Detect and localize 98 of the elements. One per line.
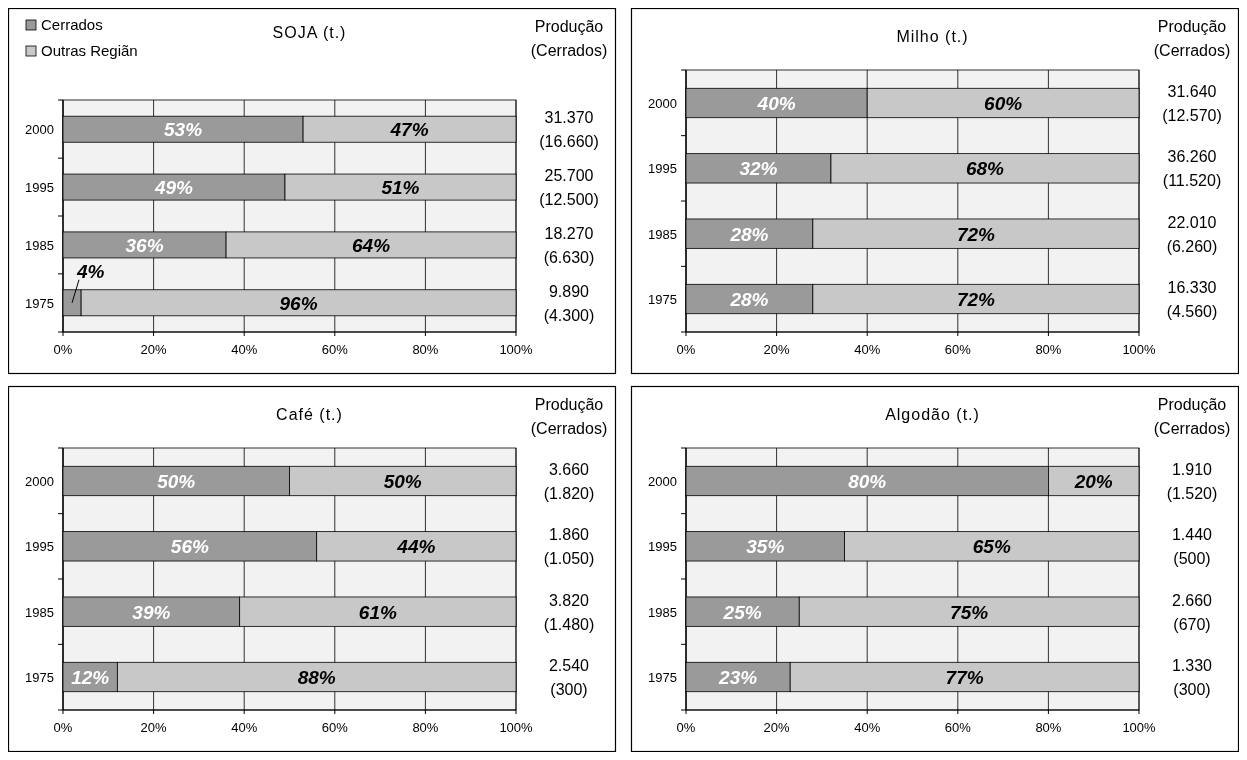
data-label: 56% bbox=[170, 536, 209, 558]
text: 22.010 (6.260) bbox=[1166, 213, 1218, 255]
y-tick-label: 1995 bbox=[25, 539, 54, 555]
x-tick-label: 60% bbox=[944, 342, 972, 357]
text: 16.330 (4.560) bbox=[1166, 279, 1218, 320]
text: 1.910 (1.520) bbox=[1166, 460, 1218, 502]
data-label: 51% bbox=[381, 177, 420, 199]
data-label: 44% bbox=[396, 536, 436, 558]
x-tick-label: 0% bbox=[676, 342, 696, 357]
data-label: 72% bbox=[956, 289, 996, 310]
data-label: 64% bbox=[352, 234, 391, 256]
data-label: 68% bbox=[965, 158, 1005, 180]
x-tick-label: 20% bbox=[140, 720, 168, 735]
data-label: 4% bbox=[76, 260, 105, 282]
data-label: 40% bbox=[756, 93, 796, 114]
chart-title: Café (t.) bbox=[276, 406, 343, 423]
x-tick-label: 60% bbox=[321, 720, 349, 735]
data-label: 50% bbox=[157, 470, 196, 492]
y-tick-label: 1975 bbox=[648, 670, 677, 686]
data-label: 96% bbox=[279, 292, 318, 314]
text: 25.700 (12.500) bbox=[539, 167, 599, 209]
data-label: 88% bbox=[297, 667, 336, 689]
data-label: 61% bbox=[358, 601, 397, 623]
chart-title: SOJA (t.) bbox=[272, 24, 347, 41]
y-tick-label: 1985 bbox=[25, 237, 54, 253]
chart-title: Milho (t.) bbox=[896, 28, 969, 45]
text: Produção (Cerrados) bbox=[530, 396, 608, 437]
text: 3.660 (1.820) bbox=[543, 460, 595, 502]
y-tick-label: 1995 bbox=[25, 180, 54, 196]
y-tick-label: 1975 bbox=[25, 670, 54, 686]
data-label: 39% bbox=[132, 601, 171, 623]
text: 1.440 (500) bbox=[1171, 526, 1213, 568]
x-tick-label: 20% bbox=[763, 720, 791, 735]
text: 2.660 (670) bbox=[1171, 591, 1213, 633]
y-tick-label: 1985 bbox=[648, 226, 677, 242]
x-tick-label: 80% bbox=[1035, 720, 1062, 735]
y-tick-label: 1995 bbox=[648, 161, 677, 177]
x-tick-label: 80% bbox=[412, 720, 439, 735]
y-tick-label: 2000 bbox=[648, 96, 677, 111]
x-tick-label: 80% bbox=[1035, 342, 1062, 357]
y-tick-label: 1975 bbox=[25, 295, 54, 311]
text: 18.270 (6.630) bbox=[543, 224, 595, 266]
text: Produção (Cerrados) bbox=[1153, 396, 1231, 437]
x-tick-label: 0% bbox=[53, 720, 73, 735]
data-label: 28% bbox=[729, 289, 769, 310]
x-tick-label: 60% bbox=[321, 342, 349, 357]
y-tick-label: 1985 bbox=[25, 604, 54, 620]
text: 36.260 (11.520) bbox=[1162, 148, 1222, 190]
data-label: 50% bbox=[383, 470, 422, 492]
text: 9.890 (4.300) bbox=[543, 282, 595, 324]
legend-label: Outras Regiãn bbox=[41, 42, 138, 59]
y-tick-label: 1975 bbox=[648, 292, 677, 307]
x-tick-label: 100% bbox=[499, 720, 534, 735]
data-label: 65% bbox=[972, 536, 1011, 558]
text: 3.820 (1.480) bbox=[543, 591, 595, 633]
data-label: 25% bbox=[722, 601, 762, 623]
data-label: 47% bbox=[389, 119, 429, 141]
text: 2.540 (300) bbox=[548, 657, 590, 699]
data-label: 60% bbox=[984, 93, 1023, 114]
y-tick-label: 1995 bbox=[648, 539, 677, 555]
data-label: 53% bbox=[164, 119, 203, 141]
y-tick-label: 1985 bbox=[648, 604, 677, 620]
x-tick-label: 80% bbox=[412, 342, 439, 357]
x-tick-label: 0% bbox=[53, 342, 73, 357]
data-label: 20% bbox=[1073, 470, 1113, 492]
y-tick-label: 2000 bbox=[648, 473, 677, 489]
data-label: 80% bbox=[848, 470, 887, 492]
data-label: 72% bbox=[956, 223, 996, 245]
text: 1.330 (300) bbox=[1171, 657, 1213, 699]
legend-label: Cerrados bbox=[41, 16, 103, 33]
x-tick-label: 20% bbox=[140, 342, 168, 357]
chart-title: Algodão (t.) bbox=[885, 406, 980, 423]
x-tick-label: 100% bbox=[499, 342, 534, 357]
text: 31.640 (12.570) bbox=[1162, 83, 1222, 124]
text: 1.860 (1.050) bbox=[543, 526, 595, 568]
text: Produção (Cerrados) bbox=[1153, 18, 1231, 59]
x-tick-label: 40% bbox=[231, 342, 258, 357]
data-label: 12% bbox=[71, 667, 110, 689]
y-tick-label: 2000 bbox=[25, 122, 54, 138]
data-label: 75% bbox=[950, 601, 989, 623]
x-tick-label: 100% bbox=[1122, 720, 1157, 735]
y-tick-label: 2000 bbox=[25, 473, 54, 489]
x-tick-label: 0% bbox=[676, 720, 696, 735]
x-tick-label: 40% bbox=[854, 720, 881, 735]
data-label: 23% bbox=[718, 667, 758, 689]
data-label: 28% bbox=[729, 223, 769, 245]
x-tick-label: 40% bbox=[231, 720, 258, 735]
x-tick-label: 60% bbox=[944, 720, 972, 735]
data-label: 35% bbox=[746, 536, 785, 558]
x-tick-label: 40% bbox=[854, 342, 881, 357]
data-label: 32% bbox=[739, 158, 778, 180]
data-label: 36% bbox=[125, 234, 164, 256]
x-tick-label: 100% bbox=[1122, 342, 1157, 357]
x-tick-label: 20% bbox=[763, 342, 791, 357]
data-label: 77% bbox=[945, 667, 984, 689]
data-label: 49% bbox=[153, 177, 194, 199]
text: 31.370 (16.660) bbox=[539, 109, 599, 151]
text: Produção (Cerrados) bbox=[530, 18, 608, 59]
